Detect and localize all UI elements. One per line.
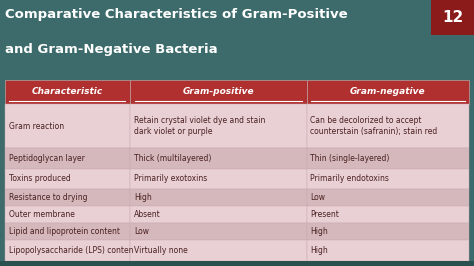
Bar [307,104,469,148]
Text: Gram-positive: Gram-positive [182,87,254,96]
Text: Can be decolorized to accept
counterstain (safranin); stain red: Can be decolorized to accept counterstai… [310,116,438,136]
Bar [130,206,307,223]
Text: High: High [310,246,328,255]
Text: Low: Low [310,193,326,202]
Text: Retain crystal violet dye and stain
dark violet or purple: Retain crystal violet dye and stain dark… [134,116,265,136]
Text: Absent: Absent [134,210,161,219]
Text: Low: Low [134,227,149,236]
Text: Present: Present [310,210,339,219]
Text: Lipid and lipoprotein content: Lipid and lipoprotein content [9,227,119,236]
Bar [431,0,474,35]
Bar [5,206,130,223]
Text: and Gram-Negative Bacteria: and Gram-Negative Bacteria [5,43,218,56]
Bar [307,223,469,240]
Text: Gram reaction: Gram reaction [9,122,64,131]
Text: Peptidoglycan layer: Peptidoglycan layer [9,154,84,163]
Bar [5,80,130,104]
Text: Gram-negative: Gram-negative [350,87,426,96]
Text: Thin (single-layered): Thin (single-layered) [310,154,390,163]
Bar [5,148,130,169]
Bar [130,240,307,261]
Text: High: High [310,227,328,236]
Bar [307,80,469,104]
Bar [130,148,307,169]
Text: Virtually none: Virtually none [134,246,188,255]
Bar [5,223,130,240]
Text: High: High [134,193,152,202]
Text: Lipopolysaccharide (LPS) conten: Lipopolysaccharide (LPS) conten [9,246,133,255]
Text: Comparative Characteristics of Gram-Positive: Comparative Characteristics of Gram-Posi… [5,8,347,21]
Bar [130,223,307,240]
Text: 12: 12 [442,10,463,25]
Text: Primarily endotoxins: Primarily endotoxins [310,174,389,183]
Bar [5,104,130,148]
Text: Toxins produced: Toxins produced [9,174,70,183]
Bar [307,148,469,169]
Bar [130,104,307,148]
Text: Primarily exotoxins: Primarily exotoxins [134,174,207,183]
Bar [130,189,307,206]
Text: Characteristic: Characteristic [32,87,103,96]
Bar [5,189,130,206]
Bar [307,189,469,206]
Bar [307,169,469,189]
Bar [0,261,474,266]
Bar [307,240,469,261]
Bar [5,240,130,261]
Text: Thick (multilayered): Thick (multilayered) [134,154,211,163]
Bar [130,80,307,104]
Bar [307,206,469,223]
Text: Outer membrane: Outer membrane [9,210,74,219]
Text: Resistance to drying: Resistance to drying [9,193,87,202]
Bar [130,169,307,189]
Bar [5,169,130,189]
